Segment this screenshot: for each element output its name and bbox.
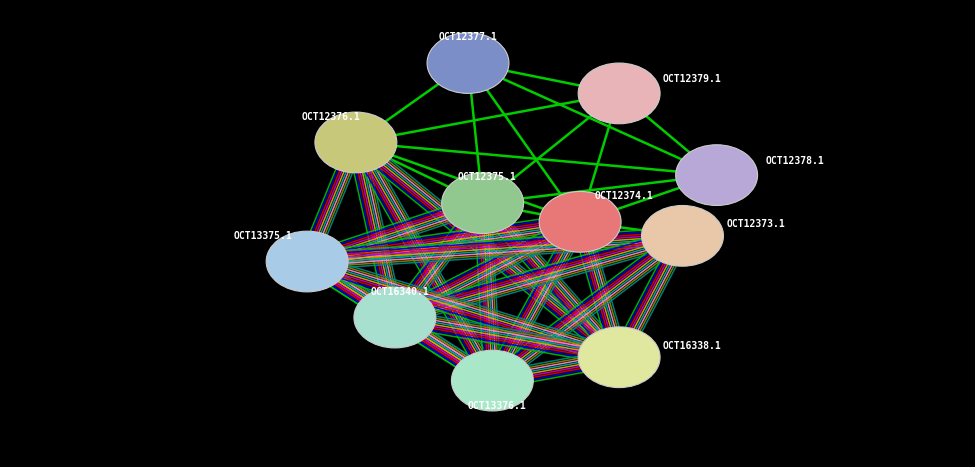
Ellipse shape — [427, 33, 509, 93]
Text: OCT12375.1: OCT12375.1 — [458, 172, 517, 183]
Ellipse shape — [578, 327, 660, 388]
Text: OCT12376.1: OCT12376.1 — [302, 112, 361, 122]
Text: OCT12373.1: OCT12373.1 — [726, 219, 785, 229]
Ellipse shape — [354, 287, 436, 348]
Ellipse shape — [442, 173, 524, 234]
Ellipse shape — [578, 63, 660, 124]
Text: OCT12379.1: OCT12379.1 — [663, 74, 722, 85]
Text: OCT12378.1: OCT12378.1 — [765, 156, 824, 166]
Text: OCT12377.1: OCT12377.1 — [439, 32, 497, 42]
Ellipse shape — [451, 350, 533, 411]
Text: OCT16338.1: OCT16338.1 — [663, 340, 722, 351]
Text: OCT16340.1: OCT16340.1 — [370, 287, 429, 297]
Text: OCT13376.1: OCT13376.1 — [468, 401, 526, 411]
Text: OCT12374.1: OCT12374.1 — [595, 191, 653, 201]
Ellipse shape — [266, 231, 348, 292]
Ellipse shape — [642, 205, 723, 266]
Ellipse shape — [315, 112, 397, 173]
Text: OCT13375.1: OCT13375.1 — [234, 231, 292, 241]
Ellipse shape — [539, 191, 621, 252]
Ellipse shape — [676, 145, 758, 205]
